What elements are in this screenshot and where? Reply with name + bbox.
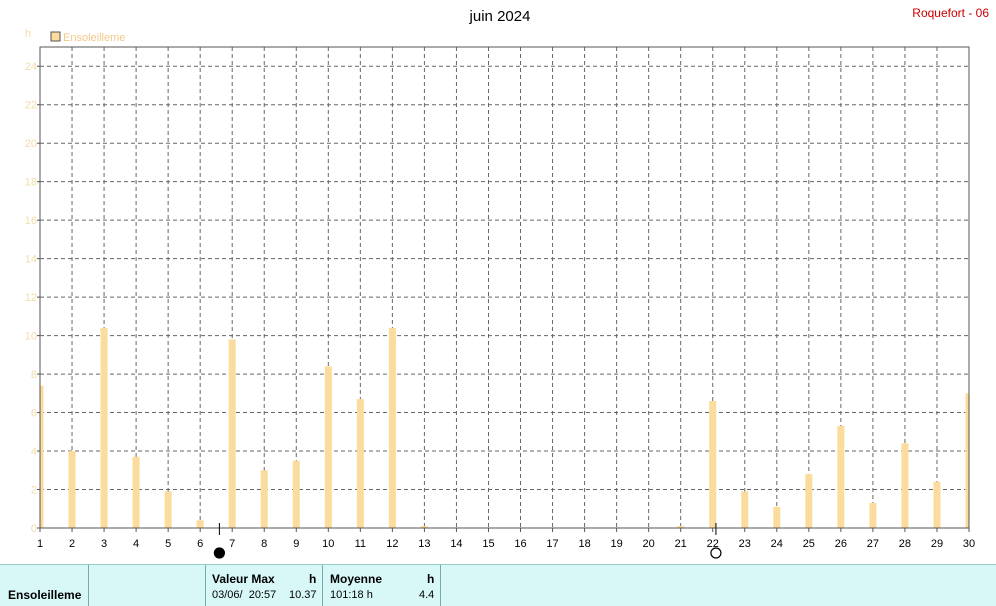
bar [292,460,300,528]
bars [40,327,969,528]
moon-phases [213,523,722,559]
bar [933,481,941,528]
y-axis-unit: h [25,28,31,40]
bar [837,426,845,528]
bar [965,393,969,528]
summary-max-cell: Valeur Max h 03/06/ 20:57 10.37 [206,565,323,606]
legend-swatch [50,31,61,42]
max-header: Valeur Max [212,572,275,586]
bar [805,474,813,528]
y-tick-label: 20 [25,138,37,150]
x-tick-label: 30 [963,538,975,550]
x-tick-label: 4 [133,538,139,550]
total-value: 101:18 h [330,589,373,601]
x-tick-label: 26 [835,538,847,550]
x-tick-label: 7 [229,538,235,550]
bar [260,470,268,528]
x-tick-label: 13 [418,538,430,550]
max-unit: h [309,572,317,586]
x-tick-label: 1 [37,538,43,550]
bar [709,401,717,528]
max-value: 10.37 [289,589,317,601]
x-tick-label: 15 [482,538,494,550]
x-tick-label: 14 [450,538,462,550]
bar [132,456,140,528]
bar [356,399,364,528]
y-tick-label: 2 [31,485,37,497]
bar [324,366,332,528]
bar [68,451,76,528]
y-tick-label: 22 [25,100,37,112]
x-tick-label: 17 [546,538,558,550]
avg-value: 4.4 [419,589,435,601]
x-tick-label: 28 [899,538,911,550]
x-tick-label: 5 [165,538,171,550]
y-tick-label: 14 [25,254,37,266]
x-tick-label: 27 [867,538,879,550]
bar [40,385,44,528]
x-tick-label: 18 [578,538,590,550]
x-tick-label: 16 [514,538,526,550]
x-axis: 1 2 3 4 5 6 7 8 9 10 11 12 13 14 15 16 17 18 19 20 21 22 23 24 2… [37,528,975,550]
y-tick-label: 8 [31,369,37,381]
x-tick-label: 25 [803,538,815,550]
x-tick-label: 11 [355,538,366,550]
x-tick-label: 29 [931,538,943,550]
chart-title: juin 2024 [469,8,531,25]
y-tick-label: 6 [31,408,37,420]
new-moon-icon [213,547,225,559]
summary-spacer-cell [89,565,206,606]
bar [228,339,236,528]
bar [773,506,781,528]
bar [164,491,172,528]
avg-unit: h [427,572,435,586]
x-tick-label: 24 [771,538,783,550]
y-tick-label: 4 [31,446,37,458]
x-tick-label: 8 [261,538,267,550]
x-tick-label: 22 [707,538,719,550]
summary-label-cell: Ensoleilleme [0,565,89,606]
full-moon-icon [710,547,722,559]
grid-lines [40,47,969,528]
bar [741,491,749,528]
y-tick-label: 16 [25,215,37,227]
x-tick-label: 9 [293,538,299,550]
station-name: Roquefort - 06 [912,6,989,20]
y-tick-label: 18 [25,177,37,189]
x-tick-label: 23 [739,538,751,550]
bar [388,327,396,528]
bar [100,327,108,528]
plot-frame [39,46,970,529]
bar [420,526,428,528]
y-tick-label: 0 [31,523,37,535]
x-tick-label: 20 [643,538,655,550]
x-tick-label: 12 [386,538,398,550]
summary-row-label: Ensoleilleme [8,588,82,602]
bar [869,502,877,528]
x-tick-label: 19 [610,538,622,550]
y-tick-label: 10 [25,331,37,343]
x-tick-label: 10 [322,538,334,550]
summary-avg-cell: Moyenne h 101:18 h 4.4 [323,565,441,606]
y-tick-label: 24 [25,61,37,73]
max-date: 03/06/ 20:57 [212,589,277,601]
summary-table: Ensoleilleme Valeur Max h 03/06/ 20:57 1… [0,564,996,606]
legend-label: Ensoleilleme [63,32,125,44]
avg-header: Moyenne [330,572,383,586]
x-tick-label: 3 [101,538,107,550]
bar [196,520,204,528]
sunshine-chart: juin 2024 Roquefort - 06 h Ensoleilleme … [25,6,989,559]
x-tick-label: 21 [675,538,687,550]
x-tick-label: 6 [197,538,203,550]
x-tick-label: 2 [69,538,75,550]
y-tick-label: 12 [25,292,37,304]
bar [677,526,685,528]
bar [901,443,909,528]
